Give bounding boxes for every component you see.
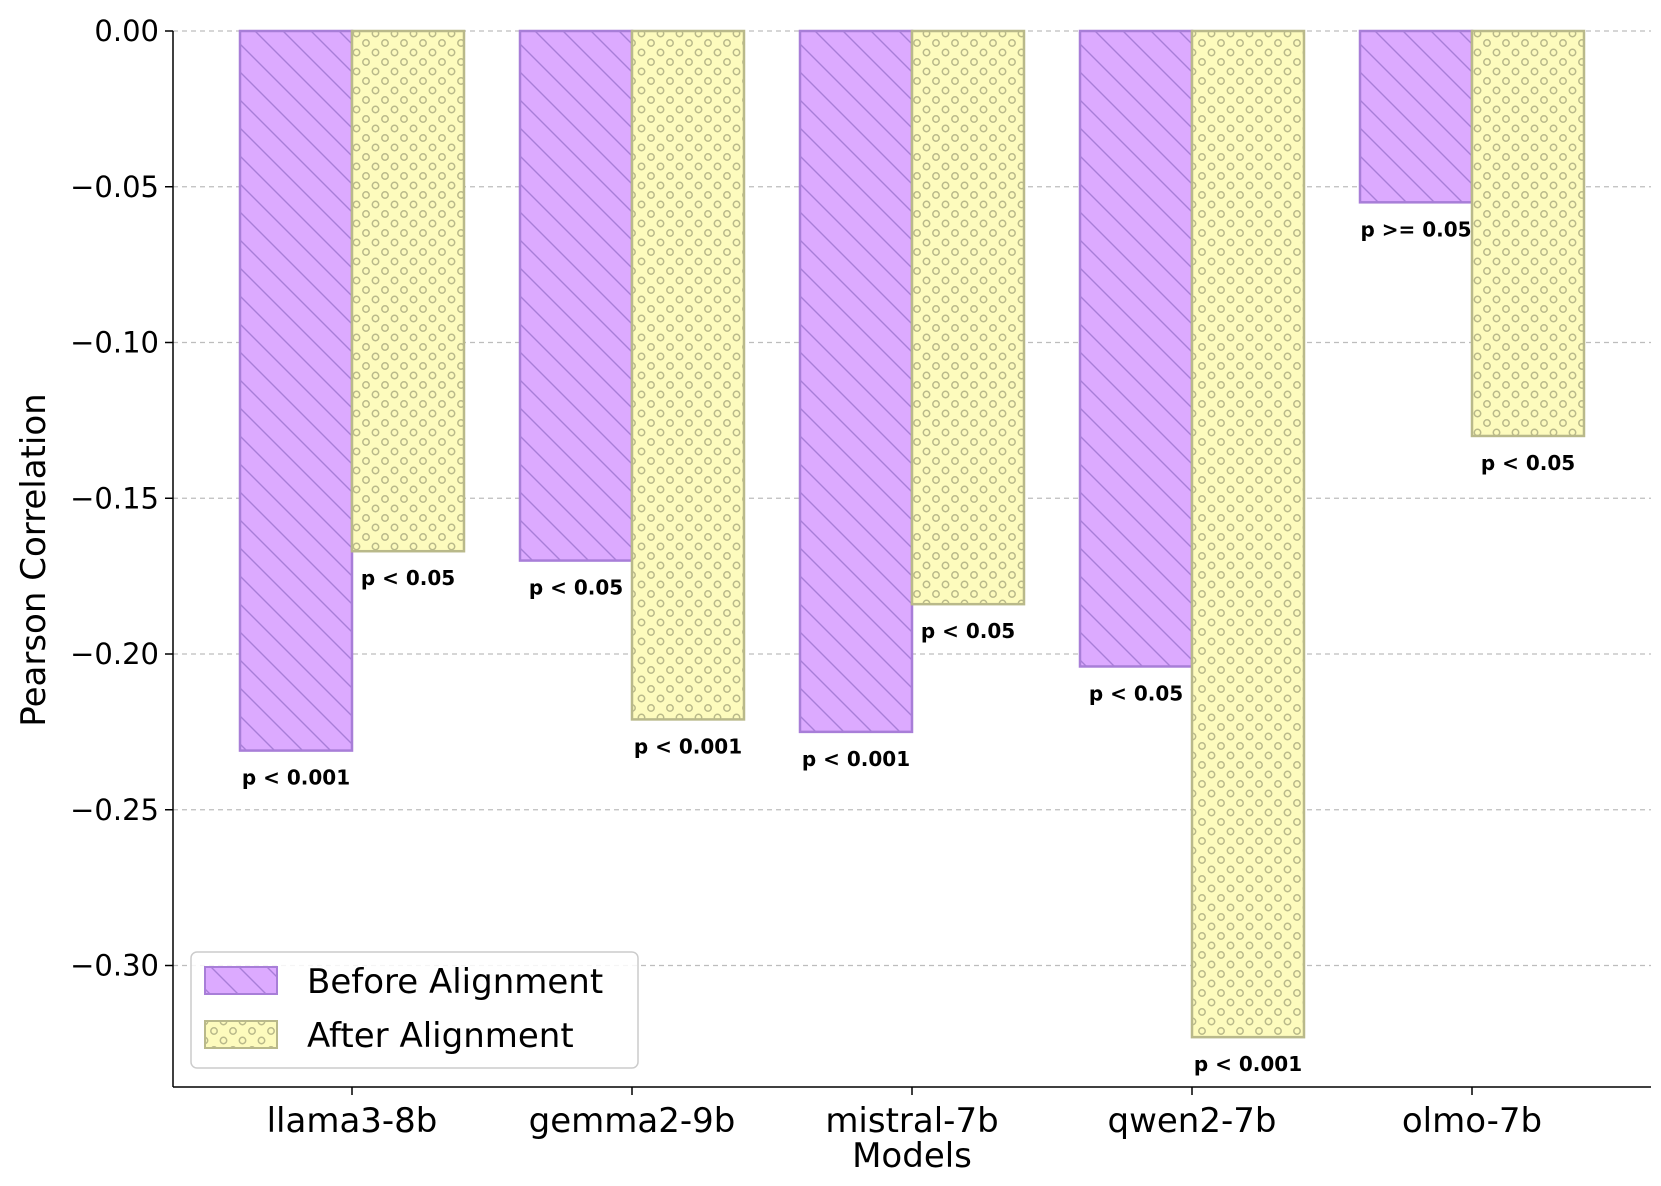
y-axis-title: Pearson Correlation [14,393,54,726]
p-value-label: p < 0.05 [361,566,455,590]
p-value-label: p < 0.05 [921,619,1015,643]
y-tick-label: −0.05 [70,170,159,204]
p-value-label: p < 0.05 [1089,681,1183,705]
legend-frame [190,951,639,1069]
x-tick-label: olmo-7b [1402,1101,1542,1141]
bar-before-qwen2-7b [1078,29,1194,668]
legend-label-before: Before Alignment [307,962,603,1002]
p-value-label: p < 0.05 [1481,451,1575,475]
bars [238,29,1586,1039]
x-ticks: llama3-8b gemma2-9b mistral-7b qwen2-7b olmo… [267,1087,1542,1141]
y-tick-label: −0.15 [70,481,159,515]
x-tick-label: mistral-7b [825,1101,998,1141]
x-tick-label: gemma2-9b [529,1101,736,1141]
y-tick-label: 0.00 [94,14,159,48]
p-value-label: p < 0.001 [634,734,742,758]
y-tick-label: −0.20 [70,637,159,671]
bar-before-llama3-8b [238,29,354,752]
x-tick-label: llama3-8b [267,1101,438,1141]
bar-after-qwen2-7b [1190,29,1306,1039]
bar-after-mistral-7b [910,29,1026,606]
y-tick-label: −0.10 [70,326,159,360]
legend-label-after: After Alignment [307,1016,574,1056]
x-axis-title: Models [852,1136,972,1176]
p-value-label: p < 0.001 [802,747,910,771]
p-value-labels: p < 0.001 p < 0.05 p < 0.05 p < 0.001 p < 0.… [242,217,1575,1076]
p-value-label: p < 0.001 [1194,1052,1302,1076]
p-value-label: p < 0.05 [529,576,623,600]
y-ticks: 0.00 −0.05 −0.10 −0.15 −0.20 −0.25 −0.30 [70,14,173,983]
p-value-label: p >= 0.05 [1360,217,1471,241]
bar-after-olmo-7b [1470,29,1586,438]
bar-before-mistral-7b [798,29,914,734]
p-value-label: p < 0.001 [242,766,350,790]
bar-after-llama3-8b [350,29,466,553]
bar-before-gemma2-9b [518,29,634,562]
y-tick-label: −0.30 [70,949,159,983]
x-tick-label: qwen2-7b [1108,1101,1277,1141]
y-tick-label: −0.25 [70,793,159,827]
legend-swatch-before [204,966,278,995]
legend: Before Alignment After Alignment [190,951,639,1069]
legend-swatch-after [204,1020,278,1049]
bar-before-olmo-7b [1358,29,1474,204]
bar-after-gemma2-9b [630,29,746,721]
